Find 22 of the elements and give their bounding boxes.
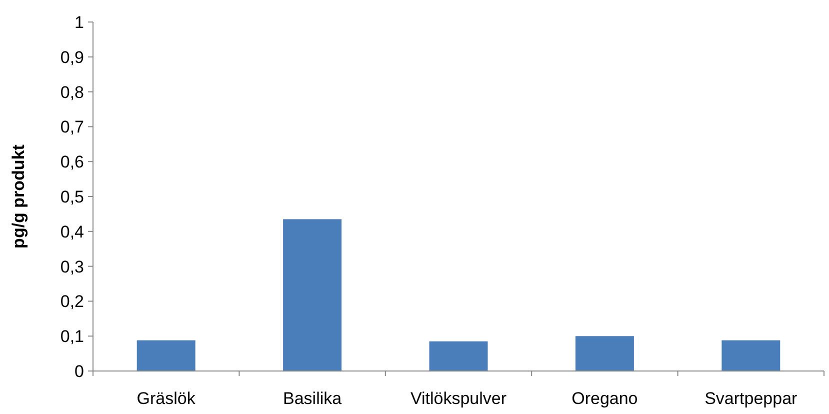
x-tick-label: Basilika	[283, 389, 342, 408]
bar	[283, 219, 342, 371]
y-tick-label: 0,7	[60, 118, 84, 137]
y-tick-label: 0,2	[60, 292, 84, 312]
x-tick-label: Svartpeppar	[704, 389, 798, 408]
bar	[429, 341, 488, 371]
y-tick-label: 0,8	[60, 82, 84, 102]
y-tick-label: 1	[74, 12, 84, 32]
y-tick-label: 0	[74, 362, 84, 381]
y-axis-title: pg/g produkt	[9, 144, 28, 248]
y-tick-label: 0,4	[60, 222, 84, 242]
y-tick-label: 0,3	[60, 257, 84, 276]
x-tick-label: Gräslök	[136, 389, 196, 408]
y-tick-label: 0,1	[60, 327, 84, 346]
y-tick-label: 0,5	[60, 187, 84, 206]
bar	[575, 336, 634, 371]
x-tick-label: Vitlökspulver	[410, 389, 507, 408]
bar	[136, 340, 196, 371]
bar	[722, 340, 780, 371]
y-tick-label: 0,6	[60, 152, 84, 172]
x-tick-label: Oregano	[572, 389, 638, 408]
y-tick-label: 0,9	[60, 48, 84, 67]
